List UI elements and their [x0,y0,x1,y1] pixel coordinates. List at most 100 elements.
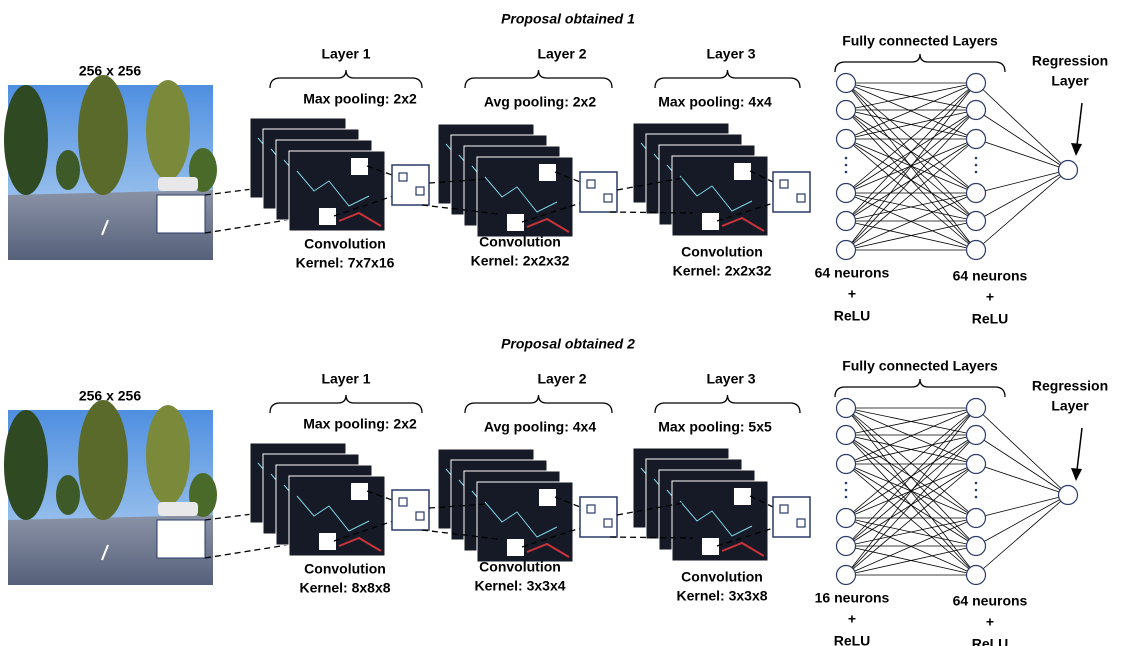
brace [465,395,612,413]
neuron-ellipsis [845,482,848,485]
feature-map-stack [250,118,385,231]
neuron-count: 16 neurons [815,590,890,606]
neuron [837,74,856,93]
fc-edge [976,464,1068,495]
layer-name: Layer 2 [537,371,586,387]
feature-map-stack [438,449,573,562]
convolution-label: Convolution [681,244,763,260]
fc-edge [976,408,1068,495]
neuron-count: 64 neurons [953,268,1028,284]
neuron-ellipsis [845,489,848,492]
image-tree [56,150,80,190]
pooling-label: Max pooling: 4x4 [658,94,772,110]
pooling-label: Max pooling: 5x5 [658,419,772,435]
pooling-frame [773,497,810,537]
neuron [837,566,856,585]
layer-name: Layer 3 [706,46,755,62]
feature-map-stack [250,443,385,556]
kernel-window [319,208,336,225]
neuron [967,101,986,120]
pooling-label: Avg pooling: 4x4 [484,419,596,435]
regression-label: Layer [1051,398,1089,414]
fc-title: Fully connected Layers [842,358,998,374]
neuron [837,184,856,203]
arrow-shaft [1077,428,1082,470]
neuron [837,426,856,445]
neuron-ellipsis [975,496,978,499]
layer-name: Layer 2 [537,46,586,62]
pooling-frame [773,172,810,212]
layer-name: Layer 1 [321,46,370,62]
neuron-ellipsis [975,482,978,485]
kernel-window [734,488,751,505]
neuron [967,212,986,231]
regression-label: Regression [1032,53,1108,69]
kernel-window [734,163,751,180]
input-size-label: 256 x 256 [79,388,141,404]
neuron [967,509,986,528]
kernel-window [702,213,719,230]
proposal-title: Proposal obtained 1 [501,11,635,27]
kernel-label: Kernel: 3x3x4 [474,578,565,594]
neuron-count: 64 neurons [815,265,890,281]
brace [655,395,800,413]
arrow-shaft [1077,103,1082,145]
pooling-box [392,165,429,205]
image-tree [78,400,128,520]
plus-sign: + [986,289,994,305]
brace [835,379,1005,397]
fc-title: Fully connected Layers [842,33,998,49]
kernel-label: Kernel: 3x3x8 [676,588,767,604]
pooling-box [773,172,810,212]
input-image [4,400,217,585]
regression-label: Layer [1051,73,1089,89]
neuron-ellipsis [975,164,978,167]
kernel-label: Kernel: 2x2x32 [471,253,570,269]
kernel-window [507,539,524,556]
proposal-title: Proposal obtained 2 [501,336,635,352]
image-tree [146,80,190,180]
neuron [967,537,986,556]
brace [465,70,612,88]
input-image [4,75,217,260]
pooling-frame [580,172,617,212]
neuron-ellipsis [975,171,978,174]
input-size-label: 256 x 256 [79,63,141,79]
neuron-ellipsis [845,496,848,499]
brace [270,395,422,413]
activation-label: ReLU [972,311,1009,327]
pooling-frame [392,165,429,205]
neuron-ellipsis [845,171,848,174]
pooling-label: Max pooling: 2x2 [303,416,417,432]
pooling-frame [580,497,617,537]
kernel-window [539,489,556,506]
brace [655,70,800,88]
kernel-window [539,164,556,181]
pooling-box [580,497,617,537]
image-crop [157,195,205,233]
kernel-window [319,533,336,550]
kernel-window [702,538,719,555]
image-tree [78,75,128,195]
fc-edge [976,495,1068,575]
fc-edge [976,170,1068,250]
neuron [837,130,856,149]
fc-edge [976,170,1068,221]
image-crop [157,520,205,558]
arrow-head [1071,468,1082,481]
neuron [837,509,856,528]
activation-label: ReLU [834,633,871,646]
neuron [837,212,856,231]
neuron [967,426,986,445]
convolution-label: Convolution [479,234,561,250]
fc-edge [976,139,1068,170]
neuron-ellipsis [845,164,848,167]
convolution-label: Convolution [479,559,561,575]
neuron [837,455,856,474]
kernel-label: Kernel: 8x8x8 [299,580,390,596]
regression-label: Regression [1032,378,1108,394]
neuron [837,537,856,556]
pooling-box [580,172,617,212]
neuron [967,130,986,149]
feature-map-stack [633,123,768,236]
